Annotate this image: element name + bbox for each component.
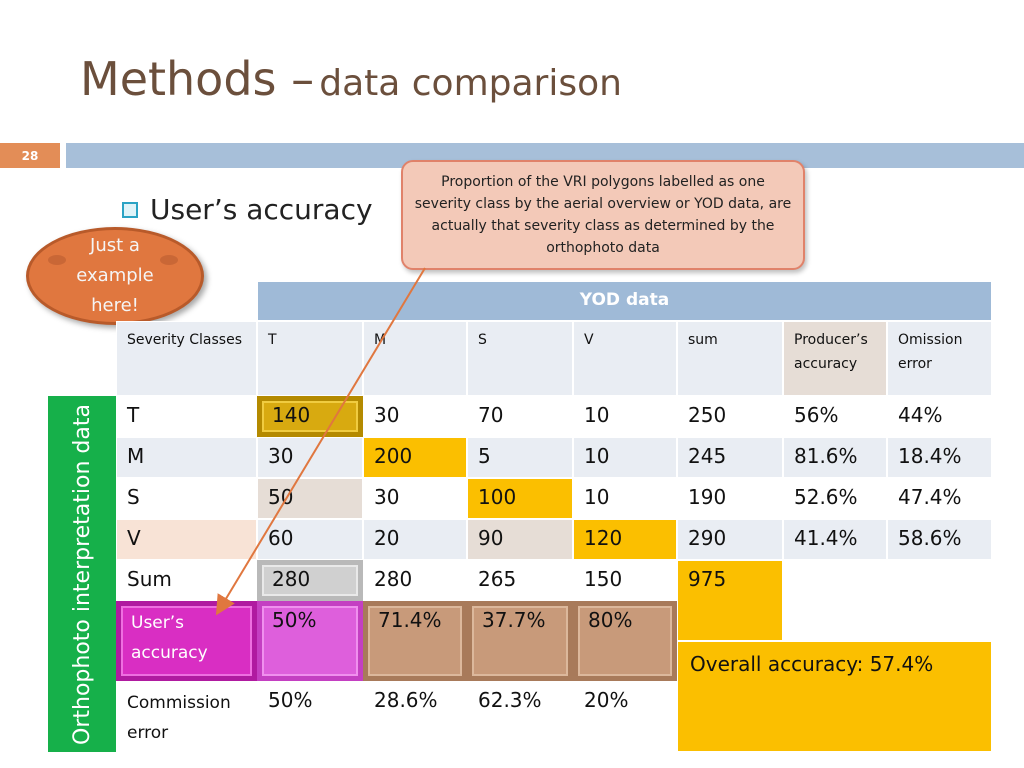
cell-v-producers: 41.4% [783,519,887,560]
row-label-sum: Sum [116,560,257,601]
cell-t-omission: 44% [887,396,992,437]
cell-s-t: 50 [257,478,363,519]
cell-v-sum: 290 [677,519,783,560]
cell-ua-v: 80% [573,601,677,681]
overall-accuracy: Overall accuracy: 57.4% [677,641,992,752]
bullet-item: User’s accuracy [122,193,373,226]
row-label-users-accuracy: User’s accuracy [116,601,257,681]
callout-text: Proportion of the VRI polygons labelled … [414,174,792,256]
side-label-text: Orthophoto interpretation data [69,403,95,745]
cell-sum-t: 280 [257,560,363,601]
header-omission-error: Omission error [887,321,992,396]
cell-sum-s: 265 [467,560,573,601]
square-bullet-icon [122,201,138,218]
row-label-v: V [116,519,257,560]
cell-v-m: 20 [363,519,467,560]
row-label-commission-error: Commission error [116,681,257,752]
cell-s-sum: 190 [677,478,783,519]
cell-s-s: 100 [467,478,573,519]
bullet-text: User’s accuracy [150,193,373,226]
cell-v-t: 60 [257,519,363,560]
example-note-oval: Just a example here! [26,227,204,325]
cell-sum-v: 150 [573,560,677,601]
cell-grand-total: 975 [677,560,783,641]
cell-m-omission: 18.4% [887,437,992,478]
cell-m-v: 10 [573,437,677,478]
title-main: Methods – [80,52,315,106]
cell-s-v: 10 [573,478,677,519]
header-severity-classes: Severity Classes [116,321,257,396]
cell-v-omission: 58.6% [887,519,992,560]
cell-t-m: 30 [363,396,467,437]
cell-ce-m: 28.6% [363,681,467,752]
cell-ce-s: 62.3% [467,681,573,752]
cell-s-m: 30 [363,478,467,519]
cell-ua-m: 71.4% [363,601,467,681]
cell-v-s: 90 [467,519,573,560]
cell-t-v: 10 [573,396,677,437]
cell-ce-v: 20% [573,681,677,752]
row-label-t: T [116,396,257,437]
slide-number: 28 [0,143,60,168]
cell-t-sum: 250 [677,396,783,437]
cell-m-producers: 81.6% [783,437,887,478]
cell-m-m: 200 [363,437,467,478]
note-text: Just a example here! [76,235,154,316]
title-sub: data comparison [319,63,622,104]
cell-v-v: 120 [573,519,677,560]
cell-ua-t: 50% [257,601,363,681]
header-sum: sum [677,321,783,396]
row-label-m: M [116,437,257,478]
row-group-label: Orthophoto interpretation data [48,396,116,752]
header-producers-accuracy: Producer’s accuracy [783,321,887,396]
header-v: V [573,321,677,396]
row-label-s: S [116,478,257,519]
cell-m-s: 5 [467,437,573,478]
header-s: S [467,321,573,396]
cell-s-omission: 47.4% [887,478,992,519]
cell-s-producers: 52.6% [783,478,887,519]
cell-t-t: 140 [257,396,363,437]
oval-dot-icon [48,255,66,265]
cell-ce-t: 50% [257,681,363,752]
cell-t-producers: 56% [783,396,887,437]
oval-dot-icon [160,255,178,265]
cell-m-t: 30 [257,437,363,478]
cell-sum-m: 280 [363,560,467,601]
header-m: M [363,321,467,396]
cell-t-s: 70 [467,396,573,437]
cell-ua-s: 37.7% [467,601,573,681]
slide-title: Methods – data comparison [80,52,622,106]
group-header: YOD data [257,281,992,321]
cell-m-sum: 245 [677,437,783,478]
definition-callout: Proportion of the VRI polygons labelled … [401,160,805,270]
header-t: T [257,321,363,396]
